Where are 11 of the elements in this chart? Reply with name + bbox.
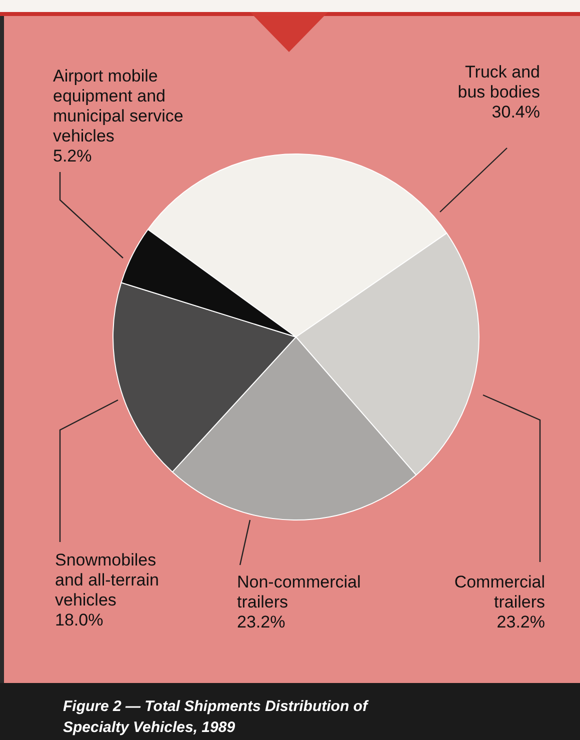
data-label: 23.2% — [496, 612, 545, 632]
slice-label: Non-commercial trailers — [237, 572, 361, 612]
data-label: 18.0% — [55, 610, 104, 630]
text: Figure 2 — Total Shipments Distribution of Specialty Vehicles, 1989 — [63, 698, 370, 736]
slice-label: Airport mobile equipment and municipal service vehicles — [53, 66, 184, 146]
slice-label: Truck and bus bodies — [458, 62, 540, 102]
data-label: 30.4% — [492, 102, 540, 122]
slice-label: Commercial trailers — [454, 572, 545, 612]
data-label: 5.2% — [53, 146, 92, 166]
slice-label: Snowmobiles and all-terrain vehicles — [55, 550, 159, 610]
data-label: 23.2% — [237, 612, 286, 632]
